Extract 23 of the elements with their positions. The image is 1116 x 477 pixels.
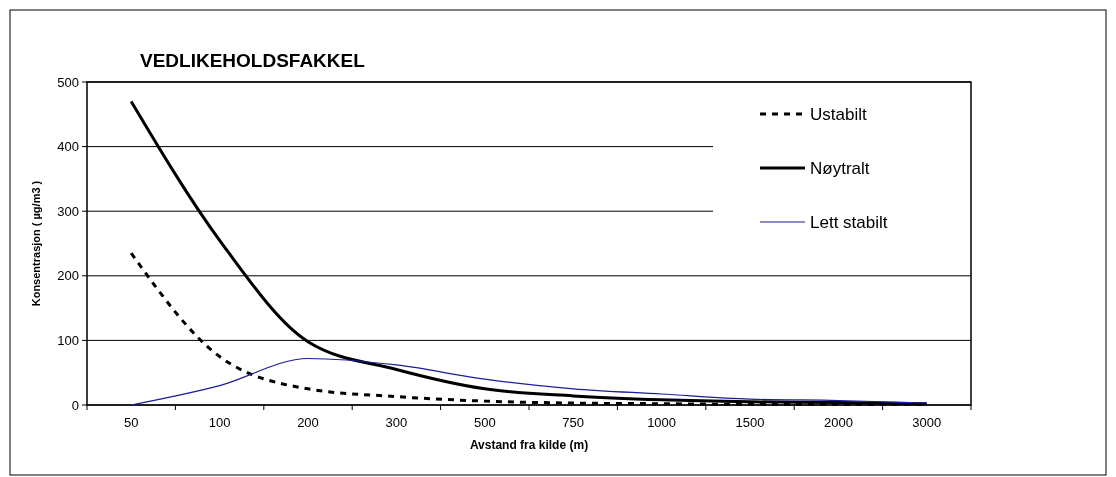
y-tick-label: 100 (57, 332, 79, 348)
y-tick-label: 0 (71, 397, 79, 413)
legend-label: Nøytralt (810, 158, 870, 178)
x-tick-label: 200 (297, 415, 319, 430)
y-tick-label: 400 (57, 139, 79, 155)
x-tick-label: 50 (123, 415, 139, 430)
x-tick-label: 1000 (647, 415, 677, 430)
x-tick-label: 2000 (823, 415, 853, 430)
y-tick-label: 200 (57, 268, 79, 284)
line-series (130, 357, 928, 406)
chart-title: VEDLIKEHOLDSFAKKEL (140, 50, 366, 71)
x-tick-label: 1500 (735, 415, 765, 430)
legend-label: Lett stabilt (810, 212, 888, 232)
x-tick-label: 500 (473, 415, 496, 430)
y-axis-title: Konsentrasjon ( µg/m3 ) (30, 180, 42, 307)
x-tick-label: 750 (562, 415, 585, 430)
x-tick-label: 3000 (912, 415, 942, 430)
y-tick-label: 500 (57, 74, 79, 90)
x-tick-label: 300 (385, 415, 408, 430)
x-axis-title: Avstand fra kilde (m) (469, 438, 589, 452)
y-tick-label: 300 (57, 203, 79, 219)
x-tick-label: 100 (208, 415, 231, 430)
legend-label: Ustabilt (810, 104, 867, 124)
